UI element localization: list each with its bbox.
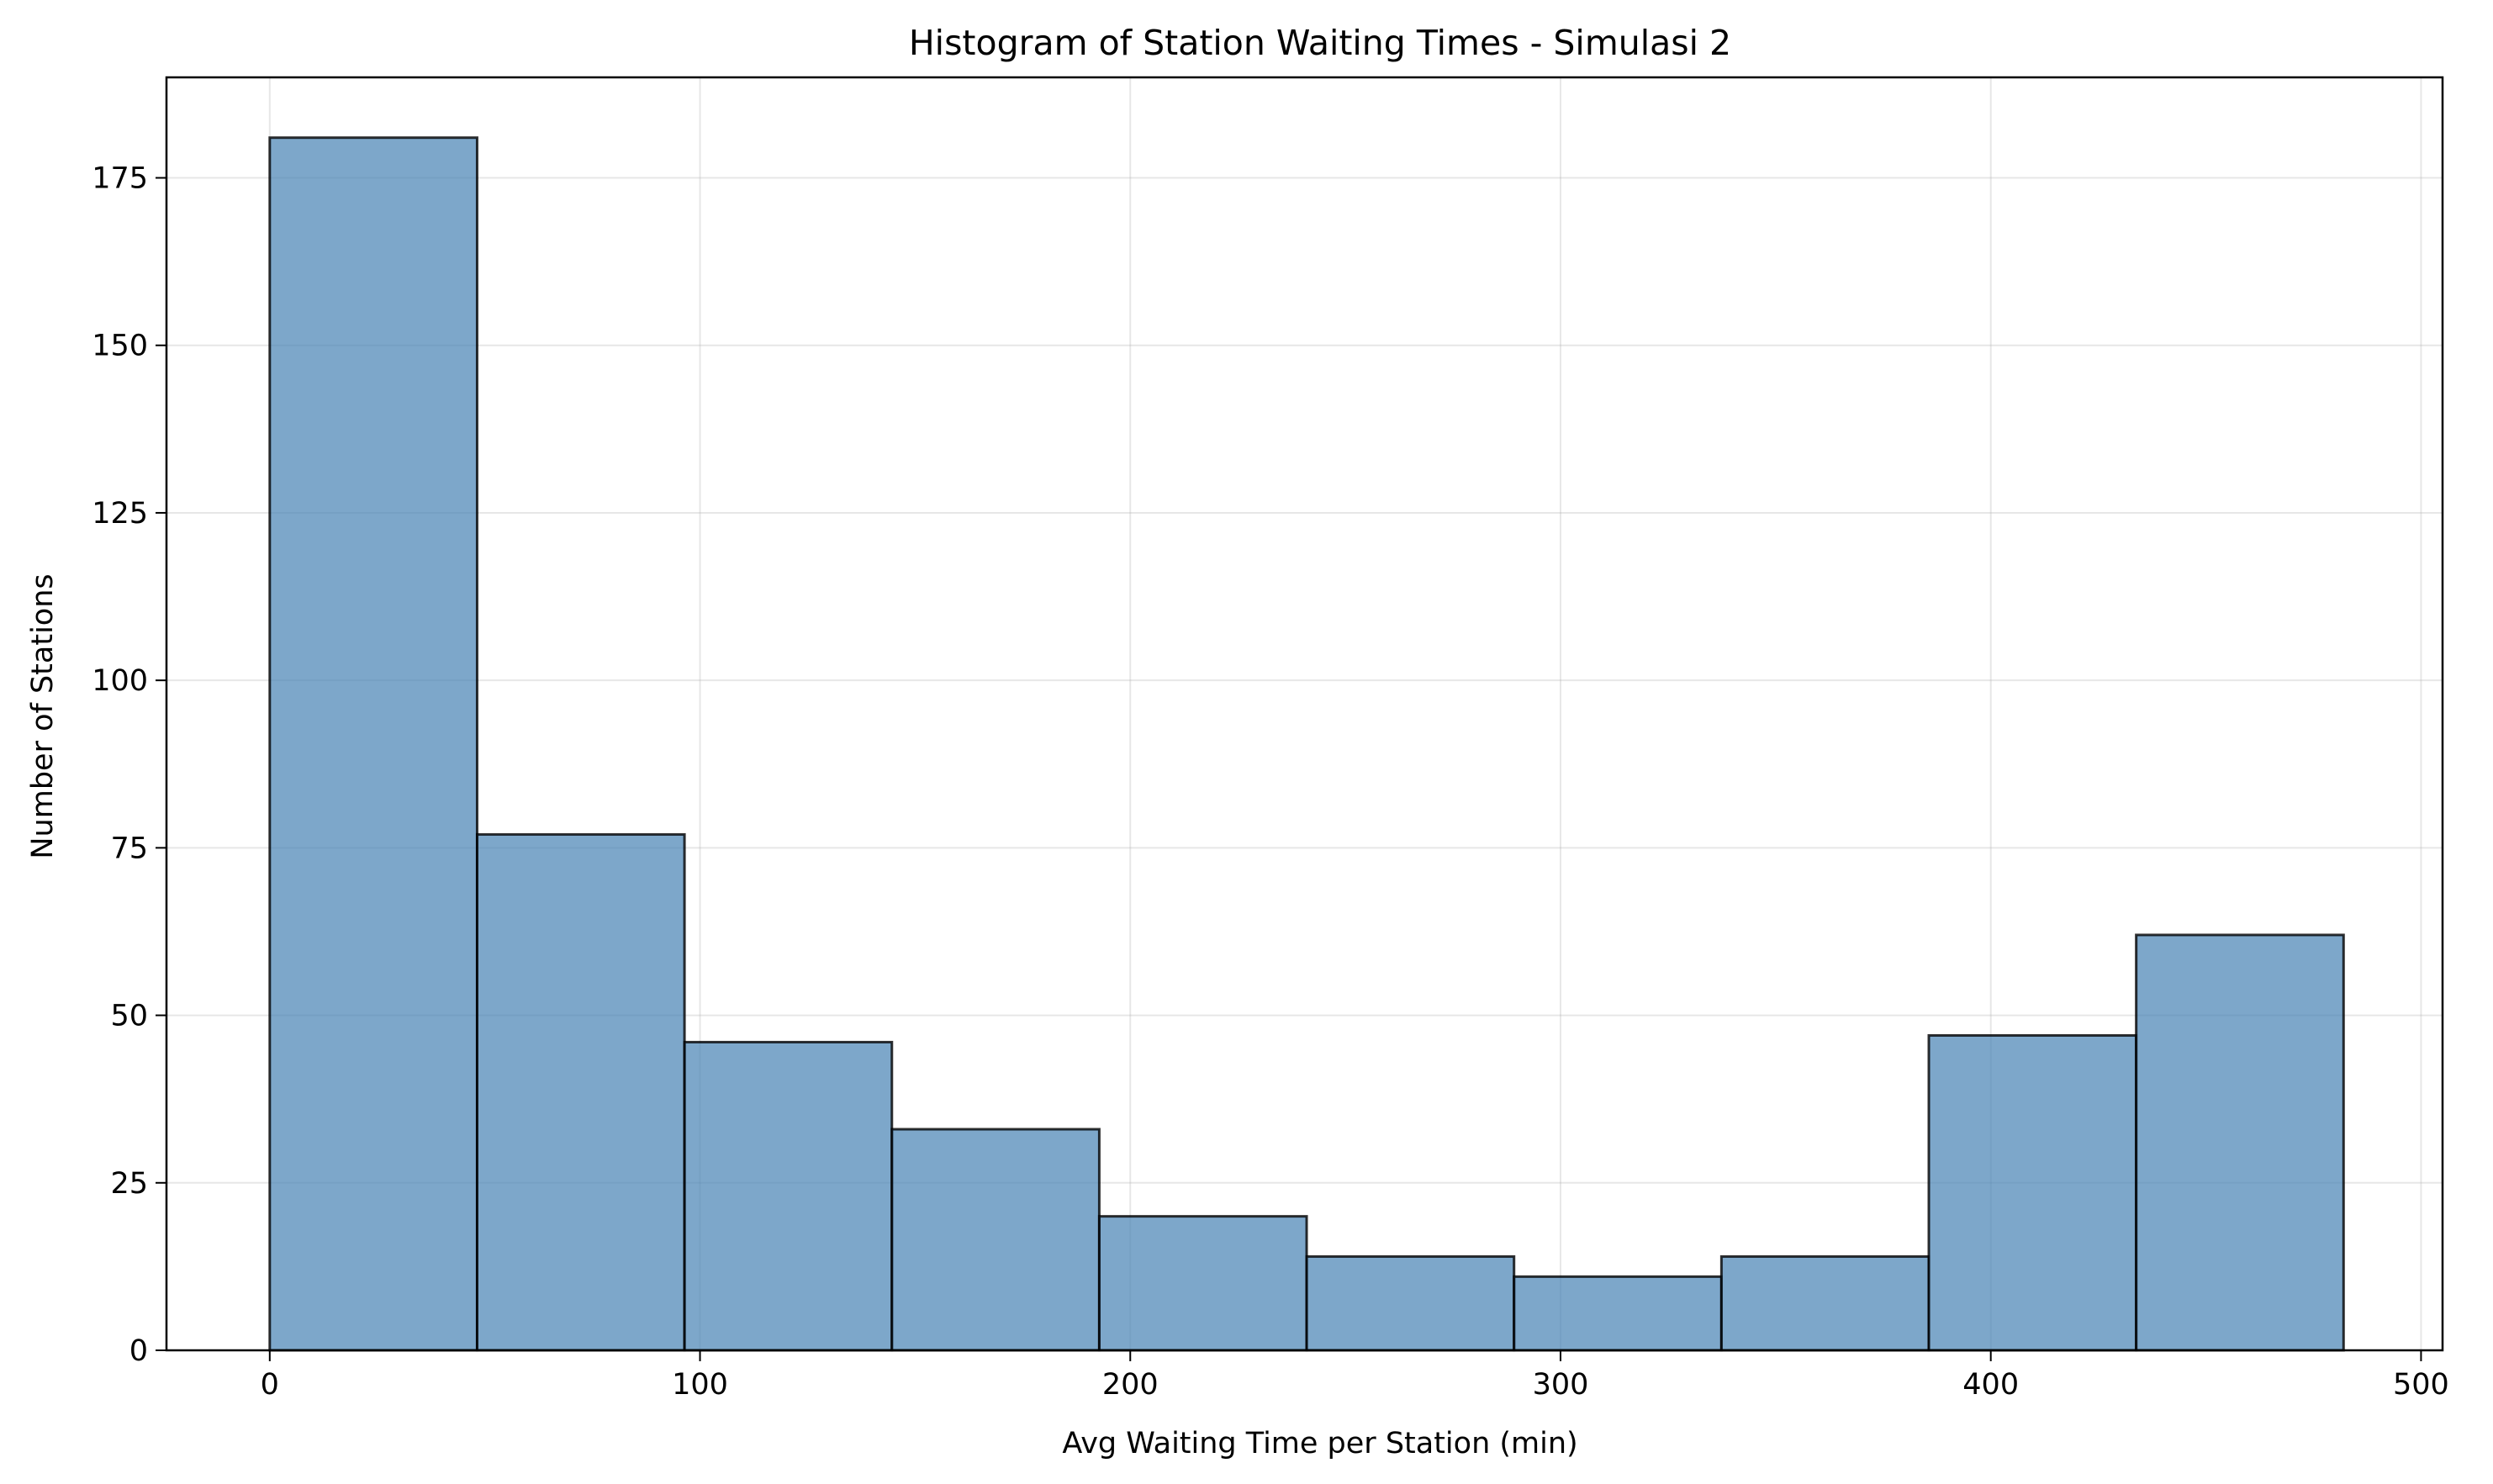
plot-frame xyxy=(165,76,2444,1352)
histogram-bar xyxy=(1513,1275,1723,1352)
y-tick-label: 125 xyxy=(92,497,148,531)
x-axis: 0 100 200 300 400 500 xyxy=(261,1350,2449,1402)
histogram-bar xyxy=(2135,933,2345,1352)
y-tick-label: 0 xyxy=(129,1334,148,1368)
y-tick-label: 175 xyxy=(92,162,148,196)
histogram-bar xyxy=(475,832,686,1352)
histogram-bar xyxy=(890,1128,1101,1352)
y-tick-label: 25 xyxy=(110,1167,148,1201)
x-tick-label: 0 xyxy=(261,1368,279,1402)
bars-layer xyxy=(268,136,2345,1352)
y-axis: 0 25 50 75 100 125 150 175 xyxy=(92,162,166,1368)
x-tick-label: 100 xyxy=(672,1368,728,1402)
x-tick-label: 300 xyxy=(1533,1368,1589,1402)
histogram-bar xyxy=(1927,1033,2138,1352)
histogram-bar xyxy=(683,1040,894,1352)
x-tick-label: 500 xyxy=(2393,1368,2449,1402)
histogram-bar xyxy=(1097,1215,1308,1352)
x-tick-label: 200 xyxy=(1102,1368,1159,1402)
chart-title: Histogram of Station Waiting Times - Sim… xyxy=(909,23,1731,63)
y-tick-label: 50 xyxy=(110,1000,148,1033)
histogram-bar xyxy=(1305,1254,1516,1352)
y-tick-label: 150 xyxy=(92,330,148,363)
y-axis-label: Number of Stations xyxy=(26,573,60,858)
x-axis-label: Avg Waiting Time per Station (min) xyxy=(1062,1427,1577,1460)
histogram-bar xyxy=(268,136,478,1352)
histogram-bar xyxy=(1719,1254,1930,1352)
y-tick-label: 100 xyxy=(92,664,148,698)
y-tick-label: 75 xyxy=(110,832,148,865)
x-tick-label: 400 xyxy=(1962,1368,2019,1402)
